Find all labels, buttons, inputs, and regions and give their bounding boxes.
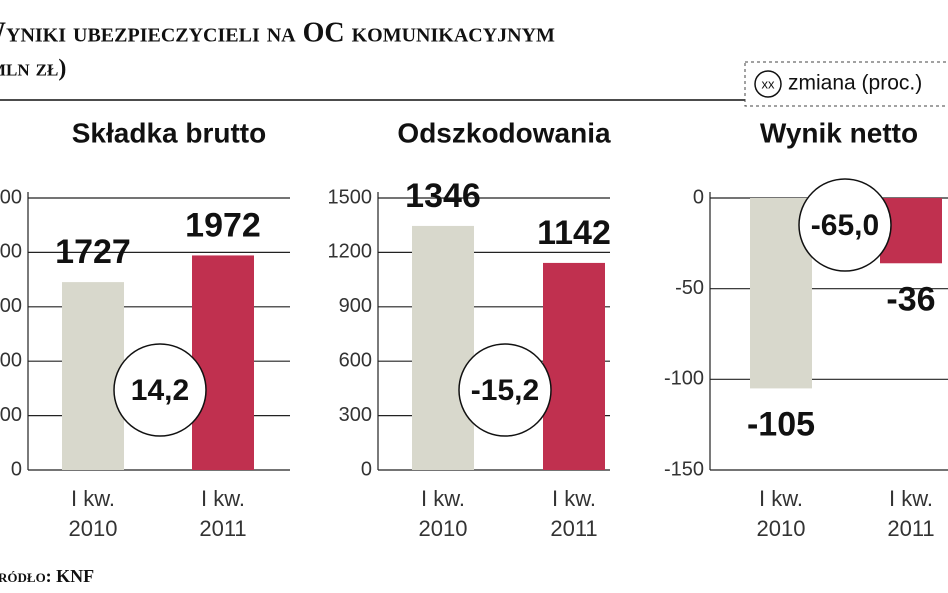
y-tick-label: 1500 [328,186,373,208]
y-tick-label: 1200 [328,241,373,263]
value-label: 1142 [537,214,611,252]
x-tick-label: 2010 [419,516,468,541]
x-tick-label: 2010 [69,516,118,541]
x-tick-label: 2010 [757,516,806,541]
x-tick-label: I kw. [71,486,115,511]
legend-marker-circle [754,70,782,98]
x-tick-label: I kw. [889,486,933,511]
y-tick-label: 2500 [0,186,22,208]
x-tick-label: 2011 [199,516,246,541]
bar [62,282,124,470]
y-tick-label: -150 [664,458,704,480]
legend-marker: xx [762,76,776,91]
legend-box [744,61,948,107]
bar [412,225,474,470]
y-tick-label: 1000 [0,349,22,371]
value-label: 1727 [55,233,131,271]
x-tick-label: I kw. [759,486,803,511]
y-tick-label: -50 [675,277,704,299]
x-tick-label: I kw. [201,486,245,511]
y-tick-label: 500 [0,404,22,426]
y-tick-label: 900 [339,295,372,317]
x-tick-label: 2011 [550,516,597,541]
bar [192,255,254,470]
y-tick-label: 0 [693,186,704,208]
y-tick-label: 600 [339,349,372,371]
legend-label: zmiana (proc.) [788,72,922,95]
value-label: -105 [747,405,815,443]
y-tick-label: -100 [664,368,704,390]
change-circle [113,343,207,437]
y-tick-label: 0 [11,458,22,480]
value-label: -36 [886,280,935,318]
y-tick-label: 300 [339,404,372,426]
x-tick-label: I kw. [552,486,596,511]
value-label: 1972 [185,206,261,244]
x-tick-label: I kw. [421,486,465,511]
value-label: 1346 [405,177,481,215]
y-tick-label: 2000 [0,241,22,263]
chart-title: Składka brutto [72,117,266,148]
change-label: 14,2 [131,374,189,407]
chart-title: Odszkodowania [397,117,611,148]
title: Wyniki ubezpieczycieli na OC komunikacyj… [0,17,555,48]
source: Źródło: KNF [0,565,94,586]
x-tick-label: 2011 [887,516,934,541]
chart-title: Wynik netto [760,117,918,148]
change-circle [798,178,892,272]
bar [543,262,605,470]
change-label: -15,2 [471,374,539,407]
change-label: -65,0 [811,209,879,242]
y-tick-label: 1500 [0,295,22,317]
change-circle [458,343,552,437]
unit: (mln zł) [0,56,66,82]
y-tick-label: 0 [361,458,372,480]
